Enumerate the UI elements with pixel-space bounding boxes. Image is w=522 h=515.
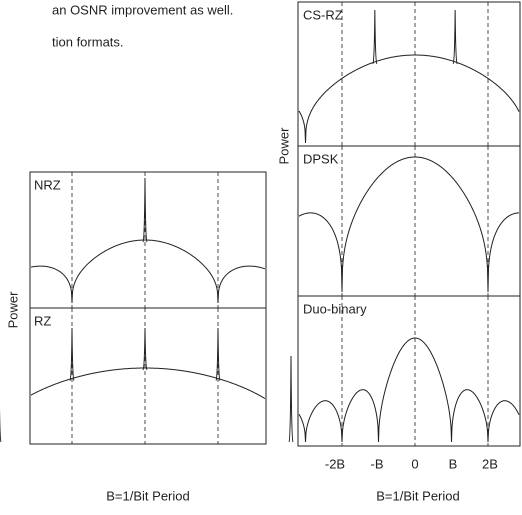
- tick-label: -B: [371, 456, 384, 471]
- panel: [29, 307, 267, 445]
- panel: [297, 145, 521, 297]
- tick-label: 2B: [482, 456, 498, 471]
- carrier-spike: [452, 9, 458, 65]
- spectrum-curve: [30, 367, 266, 400]
- body-text: an OSNR improvement as well.: [52, 2, 233, 17]
- carrier-spike: [0, 406, 2, 443]
- panel: [297, 295, 521, 447]
- panel-label: RZ: [34, 313, 51, 328]
- panel-label: CS-RZ: [303, 7, 343, 22]
- carrier-spike: [142, 327, 148, 371]
- panel-label: NRZ: [34, 177, 61, 192]
- spectrum-curve: [298, 337, 520, 443]
- spectrum-curve: [298, 54, 520, 144]
- x-axis-label: B=1/Bit Period: [106, 488, 189, 503]
- body-text: tion formats.: [52, 34, 124, 49]
- panel-label: DPSK: [303, 151, 339, 166]
- tick-label: B: [449, 456, 458, 471]
- spectrum-curve: [30, 239, 266, 304]
- tick-label: -2B: [325, 456, 345, 471]
- carrier-spike: [215, 327, 221, 381]
- tick-label: 0: [411, 456, 418, 471]
- panel-label: Duo-binary: [303, 301, 367, 316]
- y-axis-label: Power: [276, 127, 291, 165]
- y-axis-label: Power: [5, 291, 20, 329]
- carrier-spike: [142, 177, 148, 243]
- x-axis-label: B=1/Bit Period: [376, 488, 459, 503]
- carrier-spike: [288, 355, 294, 443]
- spectrum-curve: [298, 156, 519, 293]
- panel: [297, 1, 521, 147]
- carrier-spike: [69, 327, 75, 381]
- carrier-spike: [372, 9, 378, 65]
